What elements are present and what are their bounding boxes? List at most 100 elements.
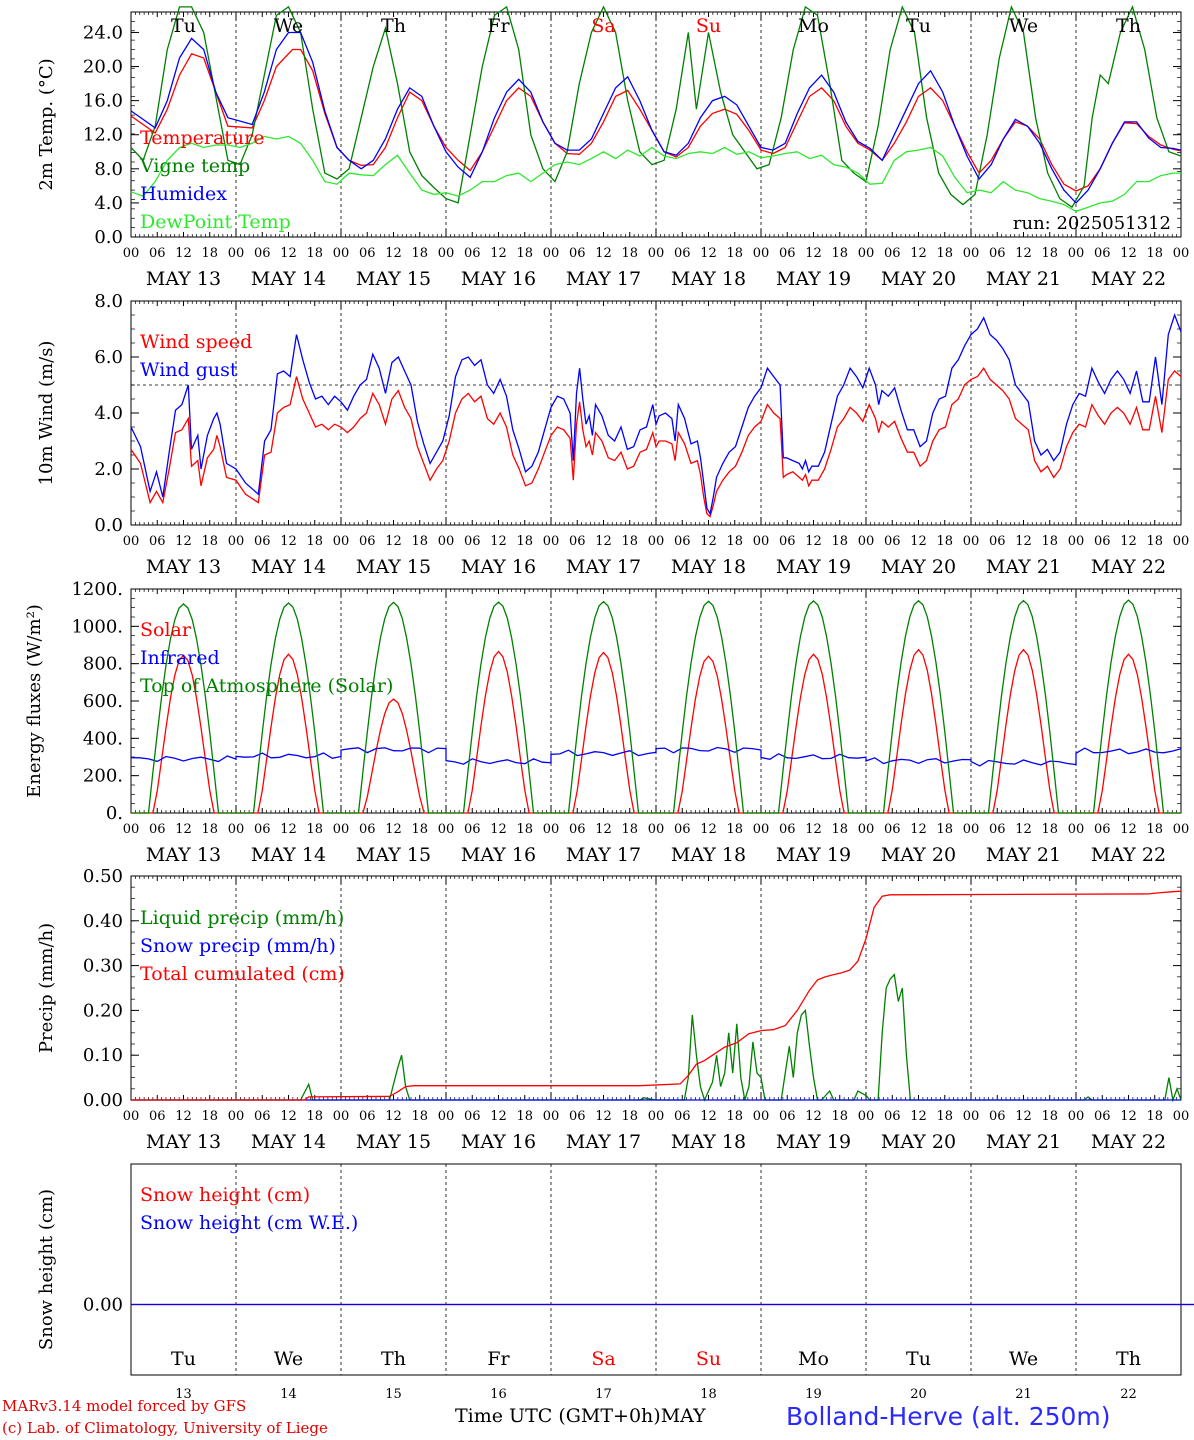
hour-tick-label: 18: [726, 1109, 743, 1124]
hour-tick-label: 18: [306, 822, 323, 837]
series-line-infrared: [130, 746, 1182, 767]
date-label: MAY 22: [1091, 844, 1166, 866]
hour-tick-label: 00: [123, 822, 140, 837]
hour-tick-label: 12: [910, 246, 927, 261]
hour-tick-label: 12: [490, 534, 507, 549]
hour-tick-label: 00: [753, 246, 770, 261]
hour-tick-label: 06: [359, 246, 376, 261]
hour-tick-label: 06: [569, 246, 586, 261]
hour-tick-label: 12: [700, 246, 717, 261]
hour-tick-label: 06: [779, 534, 796, 549]
hour-tick-label: 12: [700, 534, 717, 549]
y-tick-label: 0.40: [83, 911, 123, 932]
hour-tick-label: 12: [910, 1109, 927, 1124]
hour-tick-label: 00: [1068, 246, 1085, 261]
hour-tick-label: 00: [333, 534, 350, 549]
hour-tick-label: 18: [201, 534, 218, 549]
hour-tick-label: 18: [516, 822, 533, 837]
date-label: MAY 18: [671, 556, 746, 578]
run-label: run: 2025051312: [1013, 213, 1171, 234]
day-number-label: 16: [490, 1387, 507, 1402]
day-number-label: 13: [175, 1387, 192, 1402]
date-label: MAY 20: [881, 844, 956, 866]
panel-precip: 00 06 12 18 MAY 13 00 06 12 18 MAY 14 00 06 12 18 MAY …: [36, 866, 1189, 1153]
hour-tick-label: 06: [779, 1109, 796, 1124]
hour-tick-label: 06: [464, 822, 481, 837]
hour-tick-label: 12: [175, 822, 192, 837]
date-label: MAY 15: [356, 556, 431, 578]
date-label: MAY 13: [146, 556, 221, 578]
hour-tick-label: 00: [438, 534, 455, 549]
hour-tick-label: 12: [700, 1109, 717, 1124]
date-label: MAY 19: [776, 844, 851, 866]
date-label: MAY 18: [671, 844, 746, 866]
legend-entry: DewPoint Temp: [140, 211, 291, 233]
day-name-label: Th: [381, 1348, 406, 1370]
date-label: MAY 15: [356, 844, 431, 866]
hour-tick-label: 12: [175, 1109, 192, 1124]
date-label: MAY 14: [251, 268, 326, 290]
y-tick-label: 0.20: [83, 1000, 123, 1021]
panel-temp: 00 06 12 18 MAY 13 00 06 12 18 MAY 14 00 06 12 18 MAY …: [36, 4, 1190, 290]
hour-tick-label: 12: [280, 534, 297, 549]
hour-tick-label: 06: [464, 246, 481, 261]
hour-tick-label: 18: [726, 822, 743, 837]
y-tick-label: 2.0: [94, 459, 123, 480]
hour-tick-label: 00: [123, 1109, 140, 1124]
day-name-label: Su: [696, 1348, 721, 1370]
day-name-label: Th: [1116, 15, 1141, 37]
hour-tick-label: 06: [569, 822, 586, 837]
hour-tick-label: 00: [753, 1109, 770, 1124]
date-label: MAY 16: [461, 1131, 536, 1153]
plot-frame-energy: [130, 588, 1182, 814]
hour-tick-label: 12: [385, 1109, 402, 1124]
hour-tick-label: 00: [123, 534, 140, 549]
hour-tick-label: 18: [411, 534, 428, 549]
hour-tick-label: 06: [989, 822, 1006, 837]
hour-tick-label: 12: [805, 1109, 822, 1124]
day-name-label: Tu: [906, 15, 931, 37]
date-label: MAY 17: [566, 1131, 641, 1153]
hour-tick-label: 12: [805, 534, 822, 549]
date-label: MAY 14: [251, 844, 326, 866]
hour-tick-label: 12: [595, 822, 612, 837]
hour-tick-label: 00: [228, 822, 245, 837]
legend-entry: Wind speed: [140, 331, 252, 353]
hour-tick-label: 06: [989, 1109, 1006, 1124]
hour-tick-label: 18: [936, 1109, 953, 1124]
station-name: Bolland-Herve (alt. 250m): [786, 1402, 1111, 1431]
hour-tick-label: 00: [858, 822, 875, 837]
day-number-label: 21: [1015, 1387, 1032, 1402]
hour-tick-label: 06: [569, 1109, 586, 1124]
date-label: MAY 13: [146, 268, 221, 290]
y-tick-label: 12.0: [83, 125, 123, 146]
date-label: MAY 13: [146, 844, 221, 866]
hour-tick-label: 06: [989, 534, 1006, 549]
hour-tick-label: 06: [359, 822, 376, 837]
hour-tick-label: 06: [884, 534, 901, 549]
y-tick-label: 8.0: [94, 159, 123, 180]
legend-entry: Wind gust: [140, 359, 238, 381]
day-name-label: Tu: [171, 1348, 196, 1370]
hour-tick-label: 18: [306, 1109, 323, 1124]
hour-tick-label: 00: [543, 822, 560, 837]
hour-tick-label: 18: [306, 534, 323, 549]
hour-tick-label: 18: [936, 246, 953, 261]
hour-tick-label: 18: [1146, 534, 1163, 549]
y-tick-label: 0.30: [83, 956, 123, 977]
panel-wind: 00 06 12 18 MAY 13 00 06 12 18 MAY 14 00 06 12 18 MAY …: [36, 291, 1189, 578]
y-axis-label: 10m Wind (m/s): [36, 341, 57, 486]
legend-entry: Solar: [140, 619, 192, 641]
hour-tick-label: 12: [1120, 822, 1137, 837]
hour-tick-label: 00: [1173, 246, 1190, 261]
date-label: MAY 22: [1091, 268, 1166, 290]
day-name-label: Th: [381, 15, 406, 37]
day-name-label: Tu: [906, 1348, 931, 1370]
hour-tick-label: 00: [543, 1109, 560, 1124]
day-name-label: Su: [696, 15, 721, 37]
hour-tick-label: 12: [700, 822, 717, 837]
date-label: MAY 20: [881, 268, 956, 290]
hour-tick-label: 18: [516, 1109, 533, 1124]
date-label: MAY 18: [671, 268, 746, 290]
hour-tick-label: 12: [1015, 534, 1032, 549]
